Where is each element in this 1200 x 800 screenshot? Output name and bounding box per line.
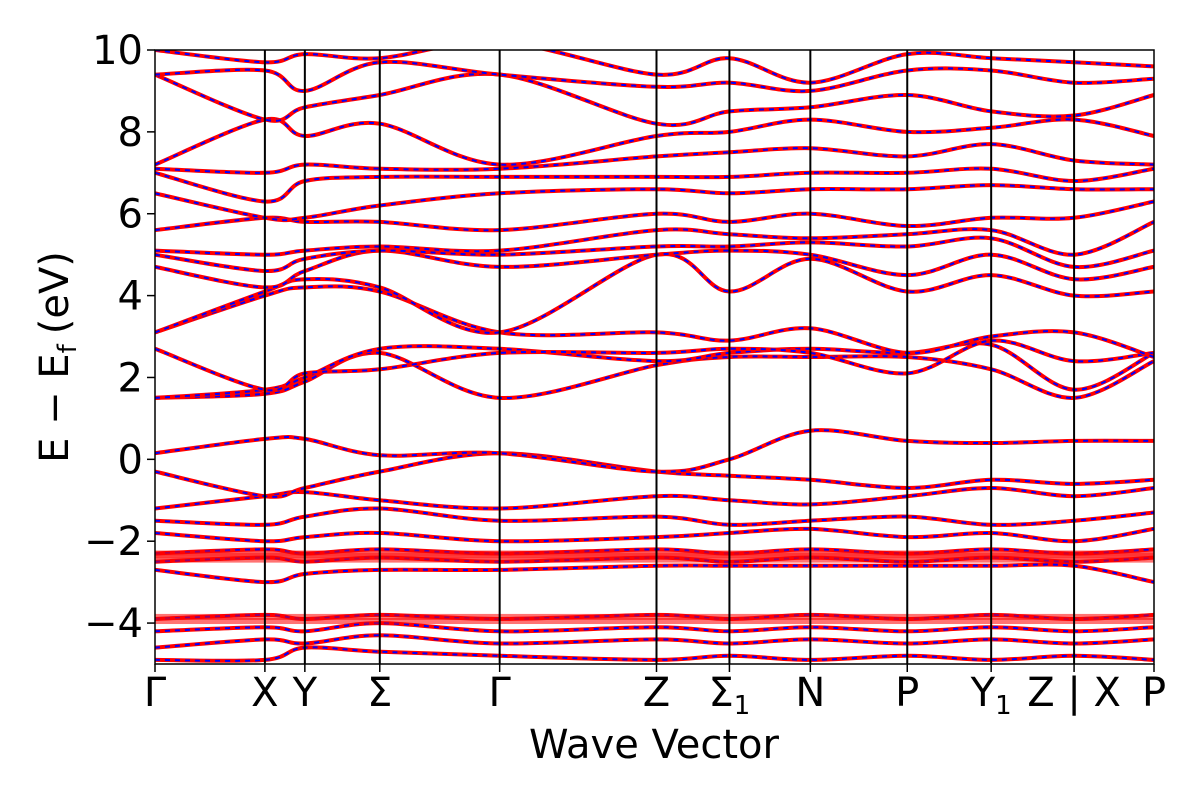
y-axis-title-main: E − E [32,353,78,463]
x-tick-label-main: Z [643,670,670,716]
x-tick-label-main: P [895,670,919,716]
y-tick-label: −2 [84,519,143,565]
x-tick-label-main: Y [292,670,318,716]
high-symmetry-lines [263,50,1076,664]
x-tick-label-main: Γ [144,670,167,716]
x-tick-label-sub: 1 [995,691,1012,721]
x-tick-label: N [795,670,825,716]
y-axis-title-sub: f [53,343,83,353]
x-axis-title: Wave Vector [529,722,780,768]
flat-band-strip [155,556,1154,563]
x-tick-label: Γ [489,670,512,716]
x-tick-label-main: Y [970,670,996,716]
flat-band-strip [155,613,1154,620]
y-axis-title-unit: (eV) [32,251,78,334]
x-tick-label: P [1142,670,1166,716]
x-tick-label-main: N [795,670,825,716]
x-tick-label: Γ [144,670,167,716]
x-tick-label-sub: 1 [734,691,751,721]
flat-band-strip [155,618,1154,625]
plot-frame [154,49,1155,665]
x-tick-label: Z | X [1027,670,1121,716]
band-line-blue [155,117,1154,166]
x-tick-label-main: X [251,670,278,716]
x-tick-label-main: Σ [709,670,734,716]
plot-area [154,49,1155,665]
y-tick-label: 6 [118,192,143,238]
y-tick-label: 2 [118,355,143,401]
y-axis-title: E − Ef (eV) [32,251,83,463]
y-tick-label: 4 [118,274,143,320]
y-axis-ticks: 10 8 6 4 2 0 −2 −4 [84,28,155,647]
y-tick-label: 10 [92,28,143,74]
x-tick-label: Y1 [970,670,1012,721]
y-axis-title-group: E − Ef (eV) [32,251,83,463]
x-tick-label-main: Γ [489,670,512,716]
x-tick-label: Σ1 [709,670,751,721]
x-tick-label: X [251,670,278,716]
band-line-blue [155,285,1154,358]
y-tick-label: −4 [84,601,143,647]
y-tick-label: 0 [118,437,143,483]
x-tick-label: P [895,670,919,716]
y-tick-label: 8 [118,110,143,156]
x-tick-label: Σ [367,670,392,716]
x-tick-label-main: Σ [367,670,392,716]
x-tick-label-main: P [1142,670,1166,716]
x-tick-label: Y [292,670,318,716]
x-tick-label: Z [643,670,670,716]
flat-band-strip [155,550,1154,557]
